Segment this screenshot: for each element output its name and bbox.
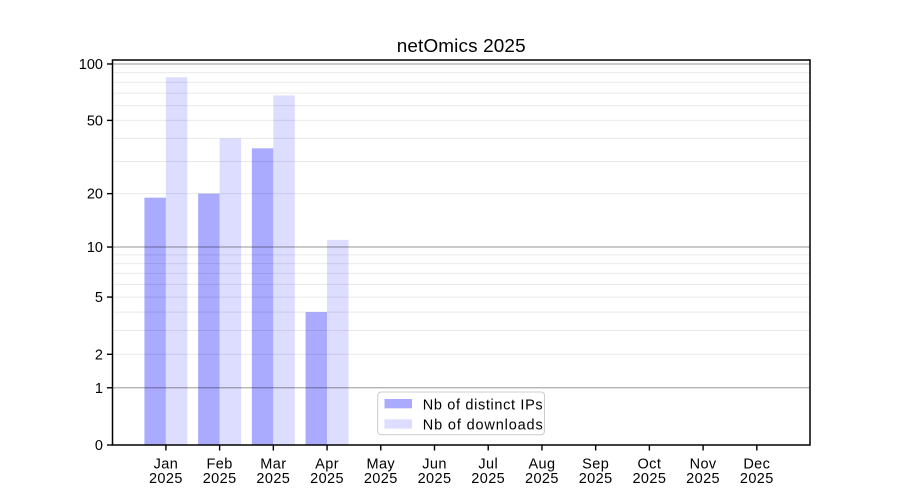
- svg-text:2025: 2025: [579, 471, 613, 487]
- svg-text:Jul: Jul: [478, 456, 498, 472]
- svg-text:Feb: Feb: [207, 456, 233, 472]
- svg-text:Mar: Mar: [260, 456, 286, 472]
- svg-text:0: 0: [95, 438, 103, 454]
- svg-text:Apr: Apr: [315, 456, 339, 472]
- svg-text:Dec: Dec: [743, 456, 770, 472]
- svg-text:2025: 2025: [632, 471, 666, 487]
- svg-text:2025: 2025: [740, 471, 774, 487]
- svg-text:Aug: Aug: [528, 456, 555, 472]
- svg-text:10: 10: [87, 240, 103, 256]
- svg-text:Nov: Nov: [690, 456, 717, 472]
- svg-text:2025: 2025: [203, 471, 237, 487]
- svg-text:50: 50: [87, 113, 103, 129]
- svg-text:2025: 2025: [686, 471, 720, 487]
- svg-text:netOmics 2025: netOmics 2025: [397, 36, 526, 57]
- svg-text:100: 100: [79, 57, 103, 73]
- svg-text:1: 1: [95, 381, 103, 397]
- svg-text:2025: 2025: [525, 471, 559, 487]
- svg-text:Jun: Jun: [422, 456, 447, 472]
- svg-text:Nb of downloads: Nb of downloads: [423, 418, 544, 434]
- svg-text:2: 2: [95, 347, 103, 363]
- svg-text:Oct: Oct: [637, 456, 661, 472]
- svg-text:2025: 2025: [310, 471, 344, 487]
- svg-text:May: May: [366, 456, 395, 472]
- svg-text:5: 5: [95, 290, 103, 306]
- svg-text:2025: 2025: [149, 471, 183, 487]
- svg-text:Jan: Jan: [154, 456, 179, 472]
- svg-text:2025: 2025: [256, 471, 290, 487]
- svg-text:20: 20: [87, 187, 103, 203]
- svg-text:2025: 2025: [418, 471, 452, 487]
- svg-text:Sep: Sep: [582, 456, 609, 472]
- svg-text:Nb of distinct IPs: Nb of distinct IPs: [423, 397, 544, 413]
- svg-text:2025: 2025: [364, 471, 398, 487]
- svg-text:2025: 2025: [471, 471, 505, 487]
